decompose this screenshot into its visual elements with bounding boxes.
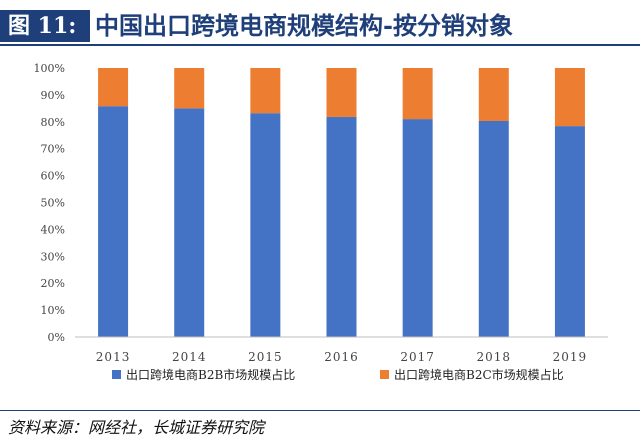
- bars: [98, 68, 585, 337]
- source-note: 资料来源：网经社，长城证券研究院: [8, 418, 265, 437]
- y-tick-label: 0%: [48, 331, 65, 344]
- bar-segment-b2c: [250, 68, 281, 114]
- y-tick-label: 80%: [41, 116, 65, 129]
- y-tick-label: 10%: [41, 304, 65, 317]
- x-tick-label: 2016: [324, 350, 359, 364]
- header-rule: [0, 44, 640, 46]
- legend-swatch: [380, 370, 389, 379]
- y-tick-label: 90%: [41, 89, 65, 102]
- bar-segment-b2b: [554, 126, 585, 337]
- y-tick-label: 60%: [41, 170, 65, 183]
- x-axis: 2013 2014 2015 2016 2017 2018 2019: [75, 336, 608, 364]
- bar-segment-b2c: [174, 68, 205, 109]
- bar-segment-b2c: [478, 68, 509, 121]
- bar-segment-b2b: [402, 119, 433, 337]
- bar-segment-b2c: [98, 68, 129, 107]
- figure-title: 中国出口跨境电商规模结构-按分销对象: [95, 11, 513, 40]
- y-axis: 0% 10% 20% 30% 40% 50% 60% 70% 80% 90% 100%: [34, 62, 65, 344]
- y-tick-label: 50%: [41, 197, 65, 210]
- x-tick-label: 2018: [477, 350, 512, 364]
- bar-segment-b2c: [402, 68, 433, 120]
- bar-segment-b2b: [478, 120, 509, 337]
- y-tick-label: 70%: [41, 143, 65, 156]
- legend-label: 出口跨境电商B2C市场规模占比: [394, 367, 564, 382]
- x-tick-label: 2019: [553, 350, 588, 364]
- legend-swatch: [112, 370, 121, 379]
- legend: 出口跨境电商B2B市场规模占比 出口跨境电商B2C市场规模占比: [112, 367, 564, 382]
- x-tick-label: 2015: [248, 350, 283, 364]
- y-tick-label: 20%: [41, 277, 65, 290]
- x-tick-label: 2014: [172, 350, 207, 364]
- figure-header: 图 11: 中国出口跨境电商规模结构-按分销对象: [0, 0, 640, 46]
- y-tick-label: 100%: [34, 62, 65, 75]
- chart-area: 0% 10% 20% 30% 40% 50% 60% 70% 80% 90% 100% 2013 20…: [0, 48, 640, 404]
- y-tick-label: 40%: [41, 223, 65, 236]
- x-tick-label: 2013: [96, 350, 131, 364]
- bar-segment-b2b: [174, 108, 205, 337]
- footer-rule: [0, 410, 640, 411]
- y-tick-label: 30%: [41, 250, 65, 263]
- x-tick-label: 2017: [400, 350, 435, 364]
- bar-segment-b2c: [554, 68, 585, 127]
- stacked-bar-chart: 0%10%20%30%40%50%60%70%80%90%100% 2013 20…: [34, 62, 608, 382]
- bar-segment-b2c: [326, 68, 357, 117]
- figure-label: 图 11:: [0, 10, 90, 42]
- bar-segment-b2b: [326, 116, 357, 337]
- bar-segment-b2b: [98, 106, 129, 337]
- legend-label: 出口跨境电商B2B市场规模占比: [126, 367, 295, 382]
- bar-segment-b2b: [250, 113, 281, 337]
